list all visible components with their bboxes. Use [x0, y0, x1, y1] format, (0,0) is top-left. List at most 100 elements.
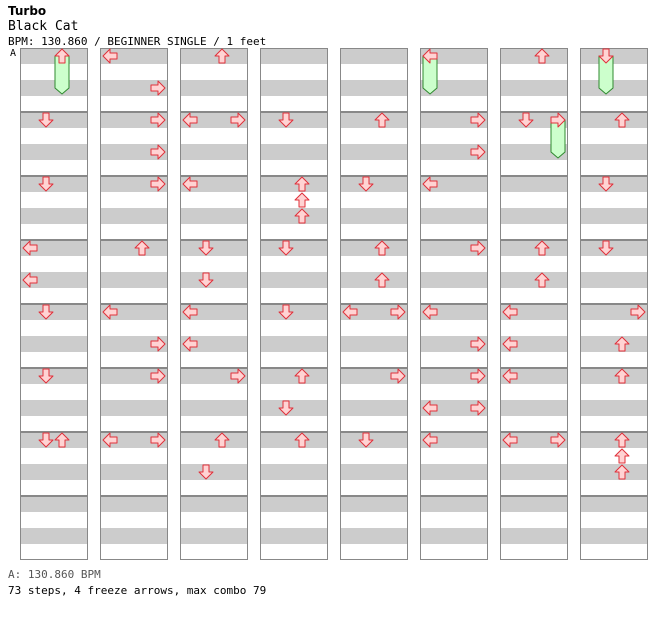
step-arrow-down — [38, 112, 54, 128]
step-arrow-up — [614, 464, 630, 480]
step-arrow-down — [278, 304, 294, 320]
step-arrow-up — [294, 176, 310, 192]
measure-30 — [260, 368, 328, 432]
step-arrow-right — [470, 144, 486, 160]
measure-36 — [340, 240, 408, 304]
step-arrow-right — [150, 432, 166, 448]
step-arrow-down — [38, 176, 54, 192]
step-arrow-up — [534, 48, 550, 64]
step-arrow-right — [230, 368, 246, 384]
step-arrow-right — [470, 368, 486, 384]
step-arrow-right — [470, 336, 486, 352]
measure-54 — [500, 368, 568, 432]
step-arrow-left — [22, 272, 38, 288]
measure-11 — [100, 176, 168, 240]
step-arrow-left — [422, 48, 438, 64]
measure-8 — [20, 496, 88, 560]
step-arrow-right — [150, 80, 166, 96]
step-arrow-down — [518, 112, 534, 128]
measure-24 — [180, 496, 248, 560]
step-arrow-up — [54, 48, 70, 64]
step-arrow-right — [470, 112, 486, 128]
measure-29 — [260, 304, 328, 368]
step-arrow-up — [294, 368, 310, 384]
step-arrow-down — [598, 176, 614, 192]
step-arrow-down — [358, 176, 374, 192]
measure-47 — [420, 432, 488, 496]
measure-28 — [260, 240, 328, 304]
measure-23 — [180, 432, 248, 496]
measure-27 — [260, 176, 328, 240]
measure-4 — [20, 240, 88, 304]
bpm-summary: A: 130.860 BPM — [8, 568, 101, 581]
measure-49 — [500, 48, 568, 112]
measure-22 — [180, 368, 248, 432]
measure-43 — [420, 176, 488, 240]
step-arrow-down — [598, 240, 614, 256]
step-arrow-up — [374, 272, 390, 288]
measure-1 — [20, 48, 88, 112]
step-arrow-up — [294, 192, 310, 208]
step-arrow-up — [134, 240, 150, 256]
measure-40 — [340, 496, 408, 560]
step-chart — [20, 48, 648, 560]
step-arrow-left — [102, 48, 118, 64]
measure-59 — [580, 176, 648, 240]
measure-2 — [20, 112, 88, 176]
step-arrow-left — [182, 304, 198, 320]
measure-34 — [340, 112, 408, 176]
step-arrow-left — [422, 432, 438, 448]
measure-12 — [100, 240, 168, 304]
measure-19 — [180, 176, 248, 240]
measure-17 — [180, 48, 248, 112]
measure-14 — [100, 368, 168, 432]
step-arrow-up — [214, 48, 230, 64]
measure-42 — [420, 112, 488, 176]
step-arrow-up — [214, 432, 230, 448]
step-arrow-down — [358, 432, 374, 448]
step-arrow-left — [422, 400, 438, 416]
measure-53 — [500, 304, 568, 368]
measure-41 — [420, 48, 488, 112]
step-arrow-up — [614, 448, 630, 464]
step-arrow-left — [102, 432, 118, 448]
measure-37 — [340, 304, 408, 368]
measure-60 — [580, 240, 648, 304]
step-arrow-down — [278, 240, 294, 256]
step-arrow-down — [38, 304, 54, 320]
step-arrow-left — [422, 176, 438, 192]
step-arrow-up — [374, 240, 390, 256]
step-arrow-left — [342, 304, 358, 320]
step-arrow-right — [470, 240, 486, 256]
measure-62 — [580, 368, 648, 432]
step-arrow-left — [502, 336, 518, 352]
step-arrow-right — [150, 336, 166, 352]
step-arrow-up — [614, 432, 630, 448]
step-arrow-up — [614, 112, 630, 128]
measure-45 — [420, 304, 488, 368]
measure-33 — [340, 48, 408, 112]
step-arrow-down — [598, 48, 614, 64]
measure-3 — [20, 176, 88, 240]
step-arrow-right — [390, 368, 406, 384]
measure-21 — [180, 304, 248, 368]
step-arrow-right — [150, 176, 166, 192]
measure-56 — [500, 496, 568, 560]
step-arrow-right — [390, 304, 406, 320]
step-arrow-left — [502, 368, 518, 384]
step-arrow-up — [534, 272, 550, 288]
step-arrow-left — [22, 240, 38, 256]
step-stats: 73 steps, 4 freeze arrows, max combo 79 — [8, 584, 267, 597]
measure-13 — [100, 304, 168, 368]
step-arrow-left — [182, 176, 198, 192]
measure-16 — [100, 496, 168, 560]
step-arrow-left — [502, 432, 518, 448]
measure-10 — [100, 112, 168, 176]
measure-6 — [20, 368, 88, 432]
measure-52 — [500, 240, 568, 304]
step-arrow-up — [294, 432, 310, 448]
measure-38 — [340, 368, 408, 432]
measure-20 — [180, 240, 248, 304]
step-arrow-right — [550, 112, 566, 128]
step-arrow-down — [38, 432, 54, 448]
